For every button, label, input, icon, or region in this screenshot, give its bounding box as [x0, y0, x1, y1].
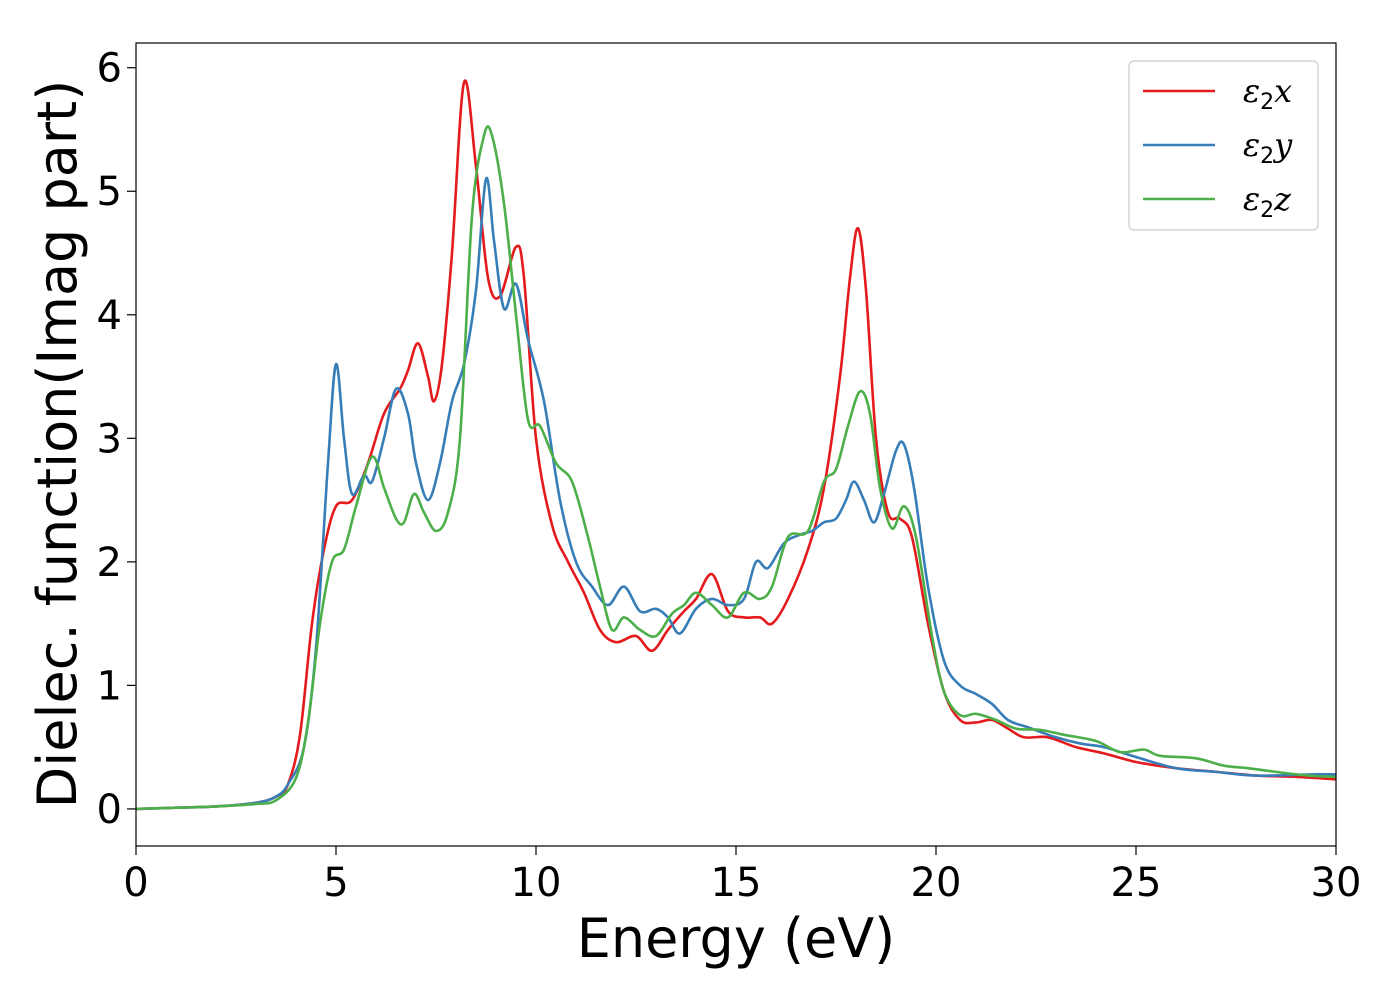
legend-label-x: ε2x — [1243, 72, 1292, 115]
x-tick-label: 0 — [123, 860, 148, 906]
x-axis-label: Energy (eV) — [577, 907, 896, 970]
x-tick-label: 15 — [711, 860, 762, 906]
x-tick-label: 25 — [1111, 860, 1162, 906]
x-tick-label: 30 — [1311, 860, 1362, 906]
legend: ε2x ε2y ε2z — [1128, 60, 1319, 231]
series-line-z — [136, 125, 1336, 811]
x-tick-label: 5 — [323, 860, 348, 906]
y-tick-label: 1 — [97, 663, 122, 709]
x-axis-ticks: 0 5 10 15 20 25 30 — [123, 846, 1361, 906]
y-tick-label: 0 — [97, 787, 122, 833]
legend-box — [1128, 60, 1319, 231]
x-tick-label: 20 — [911, 860, 962, 906]
x-tick-label: 10 — [511, 860, 562, 906]
series-line-y — [136, 176, 1336, 811]
legend-label-z: ε2z — [1243, 180, 1292, 223]
series-line-x — [136, 79, 1336, 811]
y-tick-label: 2 — [97, 540, 122, 586]
y-tick-label: 4 — [97, 293, 122, 339]
y-tick-label: 5 — [97, 169, 122, 215]
y-tick-label: 6 — [97, 46, 122, 92]
y-tick-label: 3 — [97, 416, 122, 462]
y-axis-label: Dielec. function(Imag part) — [26, 80, 89, 809]
series-layer — [136, 79, 1336, 811]
legend-label-y: ε2y — [1243, 126, 1293, 169]
y-axis-ticks: 0 1 2 3 4 5 6 — [97, 46, 136, 833]
